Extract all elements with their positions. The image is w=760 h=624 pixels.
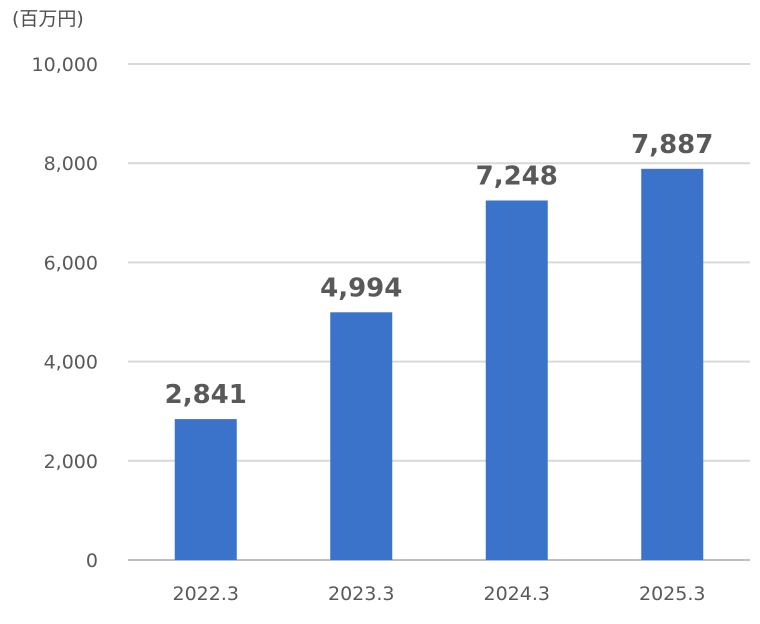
data-label: 2,841	[165, 380, 247, 410]
y-tick-label: 2,000	[44, 451, 98, 473]
x-tick-label: 2024.3	[484, 583, 550, 605]
y-tick-label: 6,000	[44, 252, 98, 274]
data-label: 7,248	[476, 161, 558, 191]
y-axis-ticks: 0 2,000 4,000 6,000 8,000 10,000	[32, 54, 98, 572]
bars	[174, 168, 704, 560]
bar	[641, 168, 704, 560]
y-tick-label: 10,000	[32, 54, 98, 76]
data-label: 4,994	[320, 273, 402, 303]
unit-label: (百万円)	[12, 8, 84, 30]
bar	[330, 312, 393, 560]
x-tick-label: 2022.3	[173, 583, 239, 605]
bar	[485, 200, 548, 560]
data-labels: 2,841 4,994 7,248 7,887	[165, 130, 714, 410]
x-tick-label: 2023.3	[328, 583, 394, 605]
y-tick-label: 8,000	[44, 153, 98, 175]
y-tick-label: 0	[86, 550, 98, 572]
x-axis-ticks: 2022.3 2023.3 2024.3 2025.3	[173, 583, 706, 605]
bar	[174, 419, 237, 560]
x-tick-label: 2025.3	[639, 583, 705, 605]
data-label: 7,887	[631, 130, 713, 160]
y-tick-label: 4,000	[44, 352, 98, 374]
